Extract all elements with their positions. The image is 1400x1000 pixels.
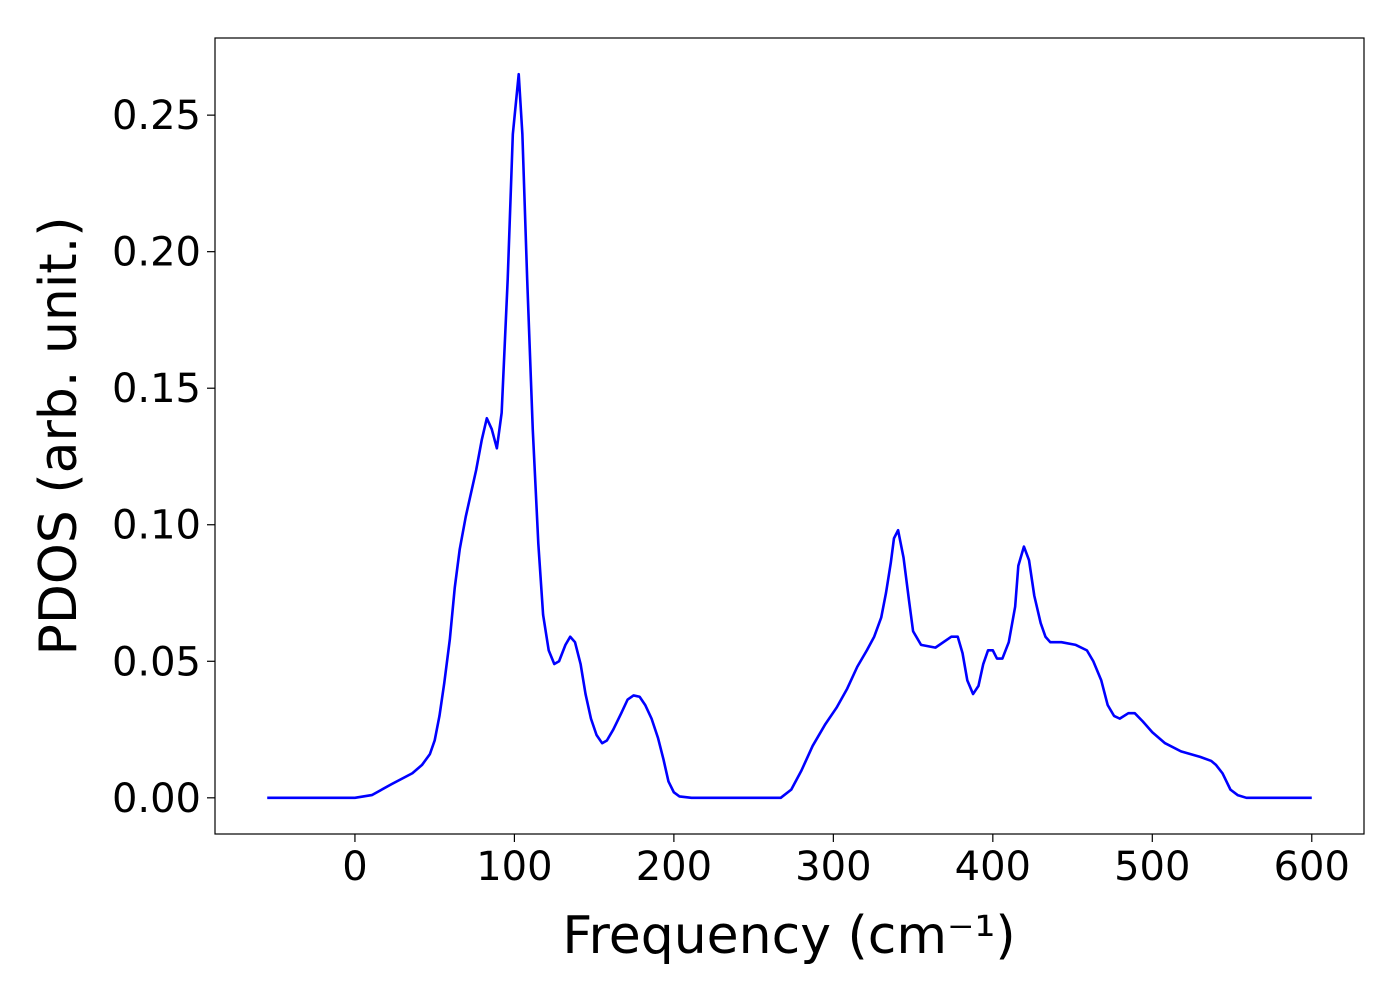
x-tick-label: 100 xyxy=(476,844,552,890)
x-tick-label: 400 xyxy=(955,844,1031,890)
x-tick-label: 0 xyxy=(342,844,367,890)
data-line xyxy=(267,72,1312,800)
x-tick-label: 600 xyxy=(1274,844,1350,890)
y-tick-label: 0.20 xyxy=(112,230,201,276)
x-tick-label: 300 xyxy=(795,844,871,890)
x-tick-label: 200 xyxy=(636,844,712,890)
x-tick-label: 500 xyxy=(1114,844,1190,890)
y-axis-label: PDOS (arb. unit.) xyxy=(29,216,89,655)
y-tick-label: 0.15 xyxy=(112,366,201,412)
y-tick-label: 0.25 xyxy=(112,93,201,139)
y-tick-label: 0.05 xyxy=(112,639,201,685)
plot-frame xyxy=(214,37,1365,835)
y-tick-label: 0.00 xyxy=(112,776,201,822)
x-axis-label: Frequency (cm⁻¹) xyxy=(562,906,1015,966)
y-tick-label: 0.10 xyxy=(112,503,201,549)
